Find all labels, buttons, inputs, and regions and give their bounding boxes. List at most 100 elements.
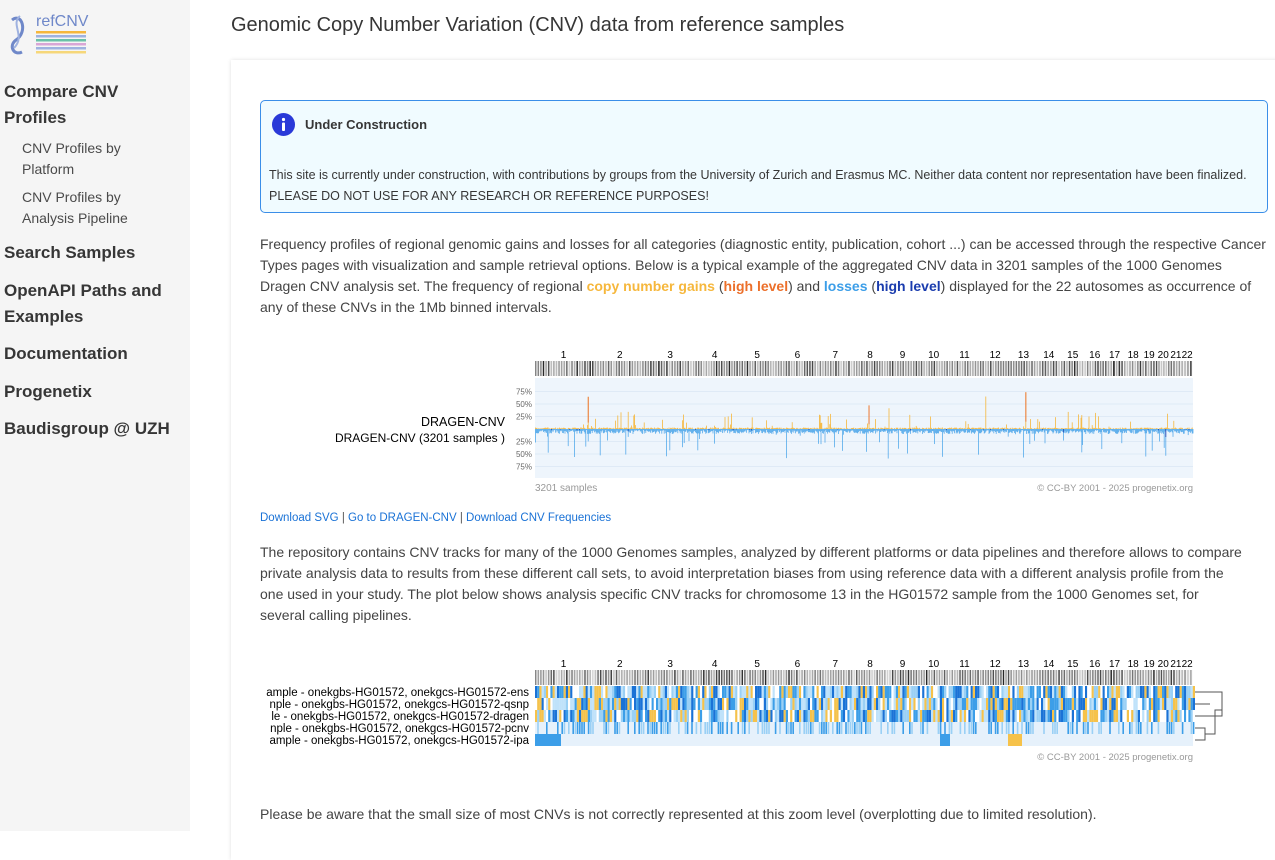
chromosome-label: 3: [667, 659, 673, 670]
nav-cnv-profiles-by-platform[interactable]: CNV Profiles by Platform: [22, 138, 172, 180]
chromosome-band: [1176, 361, 1177, 376]
cnv-segment: [1059, 710, 1061, 722]
loss-bar: [952, 429, 953, 434]
loss-bar: [814, 429, 815, 434]
cnv-segment: [1166, 710, 1168, 722]
cnv-segment: [1087, 722, 1089, 734]
cnv-segment: [1004, 686, 1006, 698]
loss-bar: [1178, 429, 1179, 433]
loss-bar: [1181, 429, 1182, 432]
cnv-segment: [630, 686, 632, 698]
cnv-segment: [740, 686, 742, 698]
gain-bar: [1157, 428, 1158, 429]
gain-bar: [945, 428, 946, 429]
cnv-segment: [762, 710, 764, 722]
refcnv-logo[interactable]: refCNV: [6, 6, 90, 58]
loss-bar: [573, 429, 574, 432]
nav-cnv-profiles-by-pipeline[interactable]: CNV Profiles by Analysis Pipeline: [22, 187, 172, 229]
chromosome-band: [1047, 670, 1048, 685]
cnv-segment: [977, 686, 979, 698]
nav-progenetix[interactable]: Progenetix: [4, 379, 184, 405]
loss-bar: [1011, 429, 1012, 433]
gain-bar: [882, 428, 883, 429]
loss-bar: [969, 429, 970, 432]
cnv-segment: [1067, 686, 1069, 698]
loss-bar: [622, 429, 623, 433]
cnv-segment: [1026, 710, 1028, 722]
cnv-segment: [740, 698, 742, 710]
gain-bar: [777, 428, 778, 429]
chromosome-band: [879, 670, 880, 685]
cnv-segment: [1140, 686, 1142, 698]
loss-bar: [1033, 429, 1034, 434]
loss-bar: [1090, 429, 1091, 433]
loss-bar: [593, 429, 594, 430]
download-svg-link[interactable]: Download SVG: [260, 512, 339, 524]
cnv-segment: [942, 686, 944, 698]
loss-bar: [955, 429, 956, 430]
cnv-segment: [1094, 686, 1096, 698]
cnv-segment: [856, 722, 858, 734]
loss-bar: [917, 429, 918, 433]
nav-openapi-paths[interactable]: OpenAPI Paths and Examples: [4, 278, 184, 330]
chromosome-band: [1150, 670, 1151, 685]
gain-bar: [857, 428, 858, 429]
nav-compare-cnv-profiles[interactable]: Compare CNV Profiles: [4, 79, 184, 131]
cnv-segment: [1127, 698, 1129, 710]
gain-bar: [1002, 428, 1003, 429]
chromosome-band: [959, 670, 960, 685]
chromosome-band: [1018, 670, 1019, 685]
cnv-segment: [539, 710, 541, 722]
gain-bar: [721, 428, 722, 429]
chromosome-band: [1100, 361, 1101, 376]
loss-bar: [850, 429, 851, 431]
gain-bar: [746, 428, 747, 429]
loss-bar: [1033, 429, 1034, 431]
loss-bar: [1114, 429, 1115, 432]
gain-bar: [1034, 428, 1035, 429]
cnv-segment: [1111, 698, 1113, 710]
goto-dragen-link[interactable]: Go to DRAGEN-CNV: [348, 512, 457, 524]
sample-tracks: [535, 686, 1195, 746]
cnv-segment: [539, 686, 541, 698]
nav-documentation[interactable]: Documentation: [4, 341, 184, 367]
loss-bar: [995, 429, 996, 432]
cnv-segment: [887, 698, 889, 710]
chromosome-band: [995, 361, 996, 376]
cnv-segment: [779, 722, 781, 734]
loss-bar: [743, 429, 744, 432]
loss-bar: [1108, 429, 1109, 434]
cnv-segment: [986, 686, 988, 698]
download-cnv-frequencies-link[interactable]: Download CNV Frequencies: [466, 512, 611, 524]
chromosome-band: [650, 670, 651, 685]
chromosome-band: [561, 361, 562, 376]
cnv-segment: [742, 698, 744, 710]
chromosome-band: [1045, 670, 1046, 685]
cnv-segment: [962, 698, 964, 710]
chromosome-band: [1013, 670, 1014, 685]
loss-bar: [879, 429, 880, 442]
cnv-segment: [799, 710, 801, 722]
chromosome-band: [716, 670, 717, 685]
loss-bar: [660, 429, 661, 431]
gain-bar: [830, 414, 831, 429]
chromosome-band: [724, 361, 725, 376]
cnv-segment: [616, 710, 618, 722]
cnv-segment: [839, 722, 841, 734]
cnv-segment: [700, 686, 702, 698]
loss-bar: [1008, 429, 1009, 437]
chromosome-ideogram: [535, 670, 1192, 685]
cnv-segment: [1056, 710, 1058, 722]
loss-bar: [1177, 429, 1178, 431]
loss-bar: [644, 429, 645, 434]
cnv-segment: [707, 686, 709, 698]
gain-bar: [633, 416, 634, 429]
loss-bar: [781, 429, 782, 432]
cnv-segment: [544, 698, 546, 710]
chromosome-band: [1097, 670, 1098, 685]
loss-bar: [1086, 429, 1087, 430]
nav-baudisgroup[interactable]: Baudisgroup @ UZH: [4, 416, 184, 442]
chromosome-band: [936, 361, 937, 376]
nav-search-samples[interactable]: Search Samples: [4, 240, 184, 266]
